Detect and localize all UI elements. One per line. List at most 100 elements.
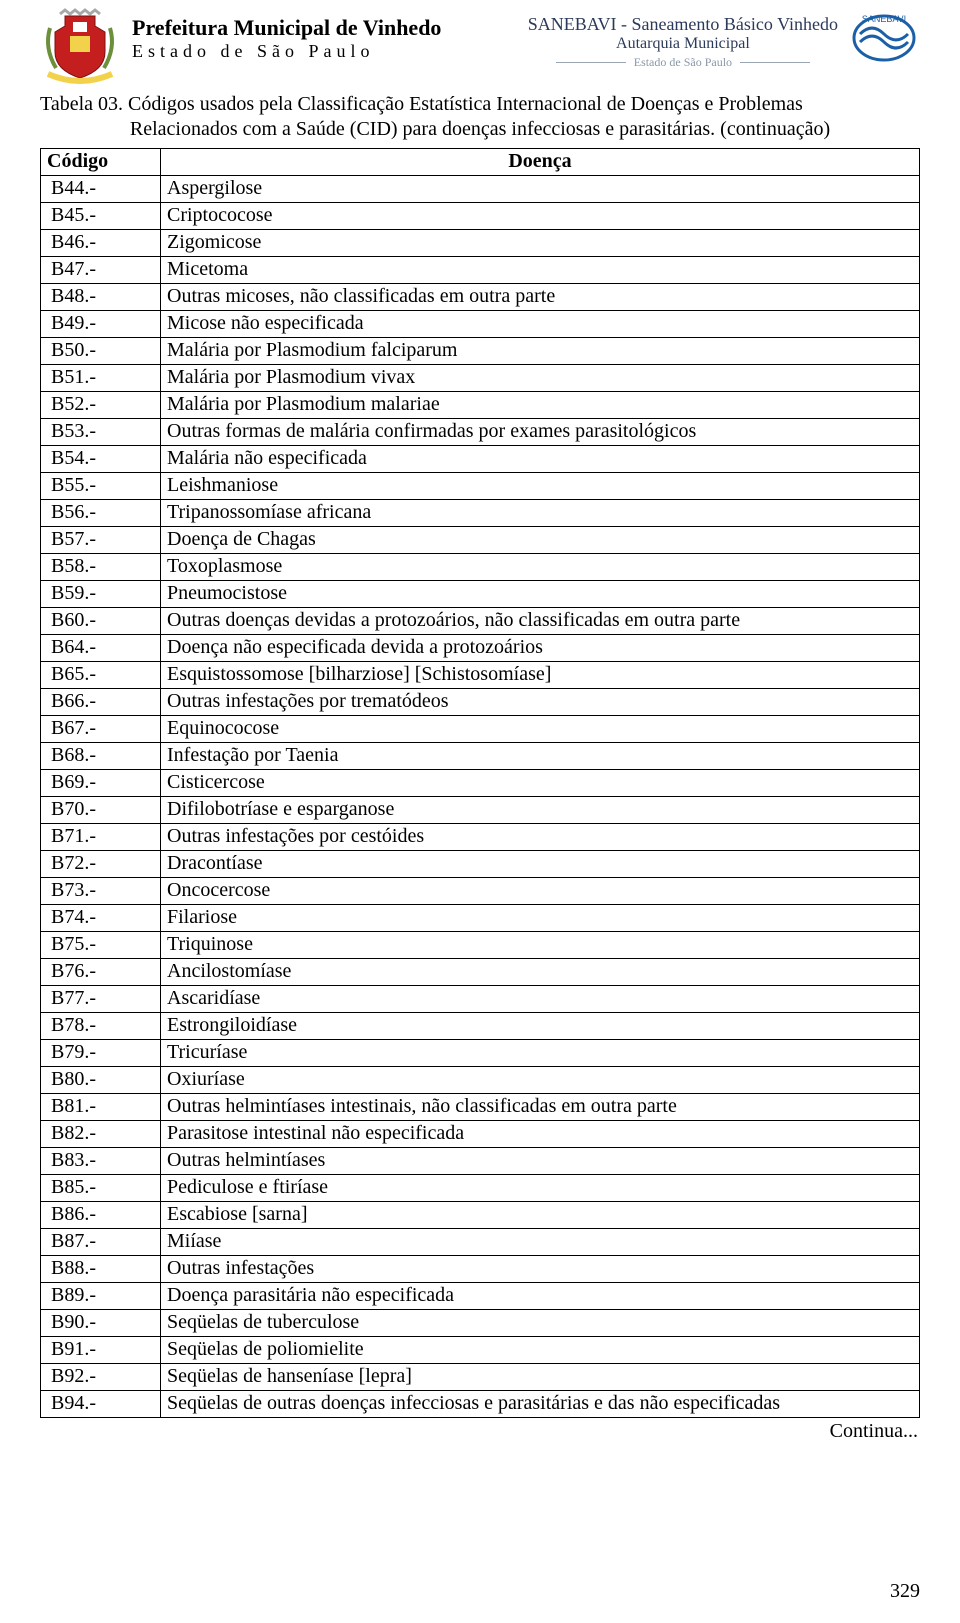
cell-doenca: Outras doenças devidas a protozoários, n… (161, 608, 920, 635)
cell-doenca: Outras helmintíases intestinais, não cla… (161, 1094, 920, 1121)
cell-codigo: B73.- (41, 878, 161, 905)
header-left-line2: Estado de São Paulo (132, 41, 441, 62)
cell-doenca: Outras infestações por trematódeos (161, 689, 920, 716)
cell-codigo: B51.- (41, 365, 161, 392)
cell-codigo: B47.- (41, 257, 161, 284)
cell-codigo: B46.- (41, 230, 161, 257)
cell-doenca: Malária por Plasmodium malariae (161, 392, 920, 419)
header-left-text: Prefeitura Municipal de Vinhedo Estado d… (132, 8, 441, 62)
col-header-codigo: Código (41, 149, 161, 176)
cell-codigo: B66.- (41, 689, 161, 716)
cell-doenca: Seqüelas de outras doenças infecciosas e… (161, 1391, 920, 1418)
cell-codigo: B94.- (41, 1391, 161, 1418)
cell-doenca: Triquinose (161, 932, 920, 959)
cell-codigo: B59.- (41, 581, 161, 608)
table-row: B69.-Cisticercose (41, 770, 920, 797)
cell-doenca: Outras infestações (161, 1256, 920, 1283)
cell-doenca: Outras micoses, não classificadas em out… (161, 284, 920, 311)
cell-doenca: Seqüelas de poliomielite (161, 1337, 920, 1364)
cell-codigo: B72.- (41, 851, 161, 878)
cell-codigo: B74.- (41, 905, 161, 932)
table-row: B81.-Outras helmintíases intestinais, nã… (41, 1094, 920, 1121)
table-row: B79.-Tricuríase (41, 1040, 920, 1067)
municipal-crest-icon (40, 8, 120, 86)
cell-codigo: B44.- (41, 176, 161, 203)
cell-codigo: B77.- (41, 986, 161, 1013)
table-row: B82.-Parasitose intestinal não especific… (41, 1121, 920, 1148)
cell-codigo: B85.- (41, 1175, 161, 1202)
table-body: B44.-AspergiloseB45.-CriptococoseB46.-Zi… (41, 176, 920, 1418)
cell-codigo: B78.- (41, 1013, 161, 1040)
table-row: B52.-Malária por Plasmodium malariae (41, 392, 920, 419)
table-row: B90.-Seqüelas de tuberculose (41, 1310, 920, 1337)
table-row: B53.-Outras formas de malária confirmada… (41, 419, 920, 446)
cell-codigo: B57.- (41, 527, 161, 554)
header-left-line1: Prefeitura Municipal de Vinhedo (132, 16, 441, 39)
cell-codigo: B68.- (41, 743, 161, 770)
cell-codigo: B50.- (41, 338, 161, 365)
cell-doenca: Escabiose [sarna] (161, 1202, 920, 1229)
table-row: B50.-Malária por Plasmodium falciparum (41, 338, 920, 365)
cell-codigo: B88.- (41, 1256, 161, 1283)
cell-doenca: Esquistossomose [bilharziose] [Schistoso… (161, 662, 920, 689)
cell-codigo: B89.- (41, 1283, 161, 1310)
cell-codigo: B69.- (41, 770, 161, 797)
header-right-text: SANEBAVI - Saneamento Básico Vinhedo Aut… (528, 8, 838, 70)
cell-codigo: B90.- (41, 1310, 161, 1337)
table-row: B46.-Zigomicose (41, 230, 920, 257)
cell-doenca: Leishmaniose (161, 473, 920, 500)
cell-codigo: B52.- (41, 392, 161, 419)
cell-doenca: Micose não especificada (161, 311, 920, 338)
cell-doenca: Malária não especificada (161, 446, 920, 473)
cell-doenca: Estrongiloidíase (161, 1013, 920, 1040)
header-right: SANEBAVI - Saneamento Básico Vinhedo Aut… (528, 8, 920, 72)
cell-codigo: B79.- (41, 1040, 161, 1067)
cell-codigo: B81.- (41, 1094, 161, 1121)
cell-codigo: B58.- (41, 554, 161, 581)
table-row: B51.-Malária por Plasmodium vivax (41, 365, 920, 392)
page-number: 329 (890, 1580, 920, 1603)
table-row: B70.-Difilobotríase e esparganose (41, 797, 920, 824)
cell-codigo: B53.- (41, 419, 161, 446)
table-row: B71.-Outras infestações por cestóides (41, 824, 920, 851)
table-row: B67.-Equinococose (41, 716, 920, 743)
cell-doenca: Equinococose (161, 716, 920, 743)
table-row: B48.-Outras micoses, não classificadas e… (41, 284, 920, 311)
table-row: B57.-Doença de Chagas (41, 527, 920, 554)
cell-doenca: Malária por Plasmodium falciparum (161, 338, 920, 365)
cid-table: Código Doença B44.-AspergiloseB45.-Cript… (40, 148, 920, 1418)
sanebavi-logo-icon: SANEBAVI (848, 8, 920, 72)
cell-codigo: B64.- (41, 635, 161, 662)
cell-doenca: Toxoplasmose (161, 554, 920, 581)
cell-doenca: Dracontíase (161, 851, 920, 878)
cell-codigo: B86.- (41, 1202, 161, 1229)
table-row: B72.-Dracontíase (41, 851, 920, 878)
cell-codigo: B83.- (41, 1148, 161, 1175)
cell-doenca: Tripanossomíase africana (161, 500, 920, 527)
cell-doenca: Pediculose e ftiríase (161, 1175, 920, 1202)
table-row: B91.-Seqüelas de poliomielite (41, 1337, 920, 1364)
header-right-line1: SANEBAVI - Saneamento Básico Vinhedo (528, 14, 838, 35)
cell-doenca: Oxiuríase (161, 1067, 920, 1094)
cell-doenca: Doença não especificada devida a protozo… (161, 635, 920, 662)
table-row: B44.-Aspergilose (41, 176, 920, 203)
table-row: B94.-Seqüelas de outras doenças infeccio… (41, 1391, 920, 1418)
table-row: B68.-Infestação por Taenia (41, 743, 920, 770)
title-sub: Relacionados com a Saúde (CID) para doen… (40, 117, 920, 142)
header-left: Prefeitura Municipal de Vinhedo Estado d… (40, 8, 441, 86)
cell-codigo: B70.- (41, 797, 161, 824)
cell-codigo: B45.- (41, 203, 161, 230)
cell-doenca: Infestação por Taenia (161, 743, 920, 770)
table-row: B76.-Ancilostomíase (41, 959, 920, 986)
table-row: B45.-Criptococose (41, 203, 920, 230)
cell-doenca: Outras formas de malária confirmadas por… (161, 419, 920, 446)
page-header: Prefeitura Municipal de Vinhedo Estado d… (40, 8, 920, 86)
cell-codigo: B75.- (41, 932, 161, 959)
table-header-row: Código Doença (41, 149, 920, 176)
cell-doenca: Doença parasitária não especificada (161, 1283, 920, 1310)
cell-codigo: B56.- (41, 500, 161, 527)
table-row: B65.-Esquistossomose [bilharziose] [Schi… (41, 662, 920, 689)
cell-doenca: Ascaridíase (161, 986, 920, 1013)
table-title: Tabela 03. Códigos usados pela Classific… (40, 92, 920, 142)
cell-codigo: B55.- (41, 473, 161, 500)
